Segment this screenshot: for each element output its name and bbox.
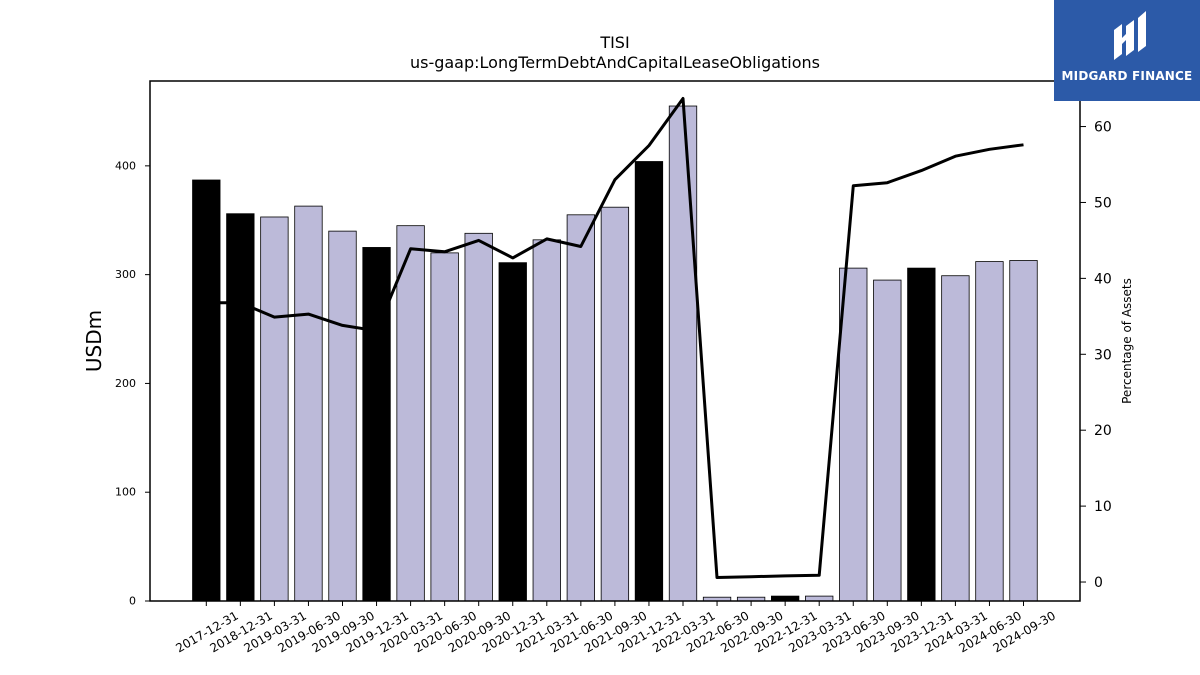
- bar-2019-06-30: [294, 205, 323, 602]
- logo-mark-icon: [1114, 11, 1146, 60]
- bar-2023-12-31: [907, 267, 936, 602]
- y2-tick-label: 20: [1094, 423, 1112, 439]
- bar-2020-06-30: [430, 252, 459, 602]
- bar-2023-09-30: [873, 279, 902, 602]
- bar-2018-12-31: [226, 213, 255, 602]
- bar-2020-09-30: [464, 232, 493, 602]
- bar-2023-06-30: [839, 267, 868, 602]
- chart-title: TISI: [599, 33, 629, 52]
- y-tick-label: 300: [115, 268, 136, 281]
- percentage-line: [206, 97, 1024, 579]
- bar-2021-06-30: [566, 214, 595, 602]
- line-group: [206, 97, 1024, 579]
- bar-2021-12-31: [634, 161, 664, 602]
- bar-2019-09-30: [328, 230, 357, 602]
- y-tick-label: 100: [115, 486, 136, 499]
- logo-text: MIDGARD FINANCE: [1061, 69, 1193, 83]
- y2-tick-label: 30: [1094, 347, 1112, 363]
- y-tick-label: 0: [129, 595, 136, 608]
- bar-2024-03-31: [941, 275, 970, 602]
- bar-2019-12-31: [362, 247, 391, 602]
- bar-2017-12-31: [192, 179, 221, 602]
- y2-tick-label: 50: [1094, 195, 1112, 211]
- bar-2024-06-30: [975, 261, 1004, 602]
- bar-2022-03-31: [668, 105, 698, 602]
- y2-axis-label: Percentage of Assets: [1120, 278, 1134, 404]
- y-axis-label: USDm: [82, 310, 106, 372]
- bar-2021-03-31: [532, 239, 561, 602]
- bar-2021-09-30: [600, 206, 630, 602]
- y-tick-label: 200: [115, 377, 136, 390]
- bar-2020-12-31: [498, 262, 527, 602]
- chart-subtitle: us-gaap:LongTermDebtAndCapitalLeaseOblig…: [410, 53, 820, 72]
- y2-tick-label: 0: [1094, 575, 1103, 591]
- y2-tick-label: 60: [1094, 120, 1112, 136]
- bar-2020-03-31: [396, 225, 425, 602]
- y2-tick-label: 10: [1094, 499, 1112, 515]
- bar-2024-09-30: [1009, 260, 1038, 602]
- y2-tick-label: 40: [1094, 271, 1112, 287]
- y-tick-label: 400: [115, 159, 136, 172]
- brand-logo: MIDGARD FINANCE: [1054, 0, 1200, 101]
- bar-2019-03-31: [260, 216, 289, 602]
- bars-group: [192, 105, 1038, 602]
